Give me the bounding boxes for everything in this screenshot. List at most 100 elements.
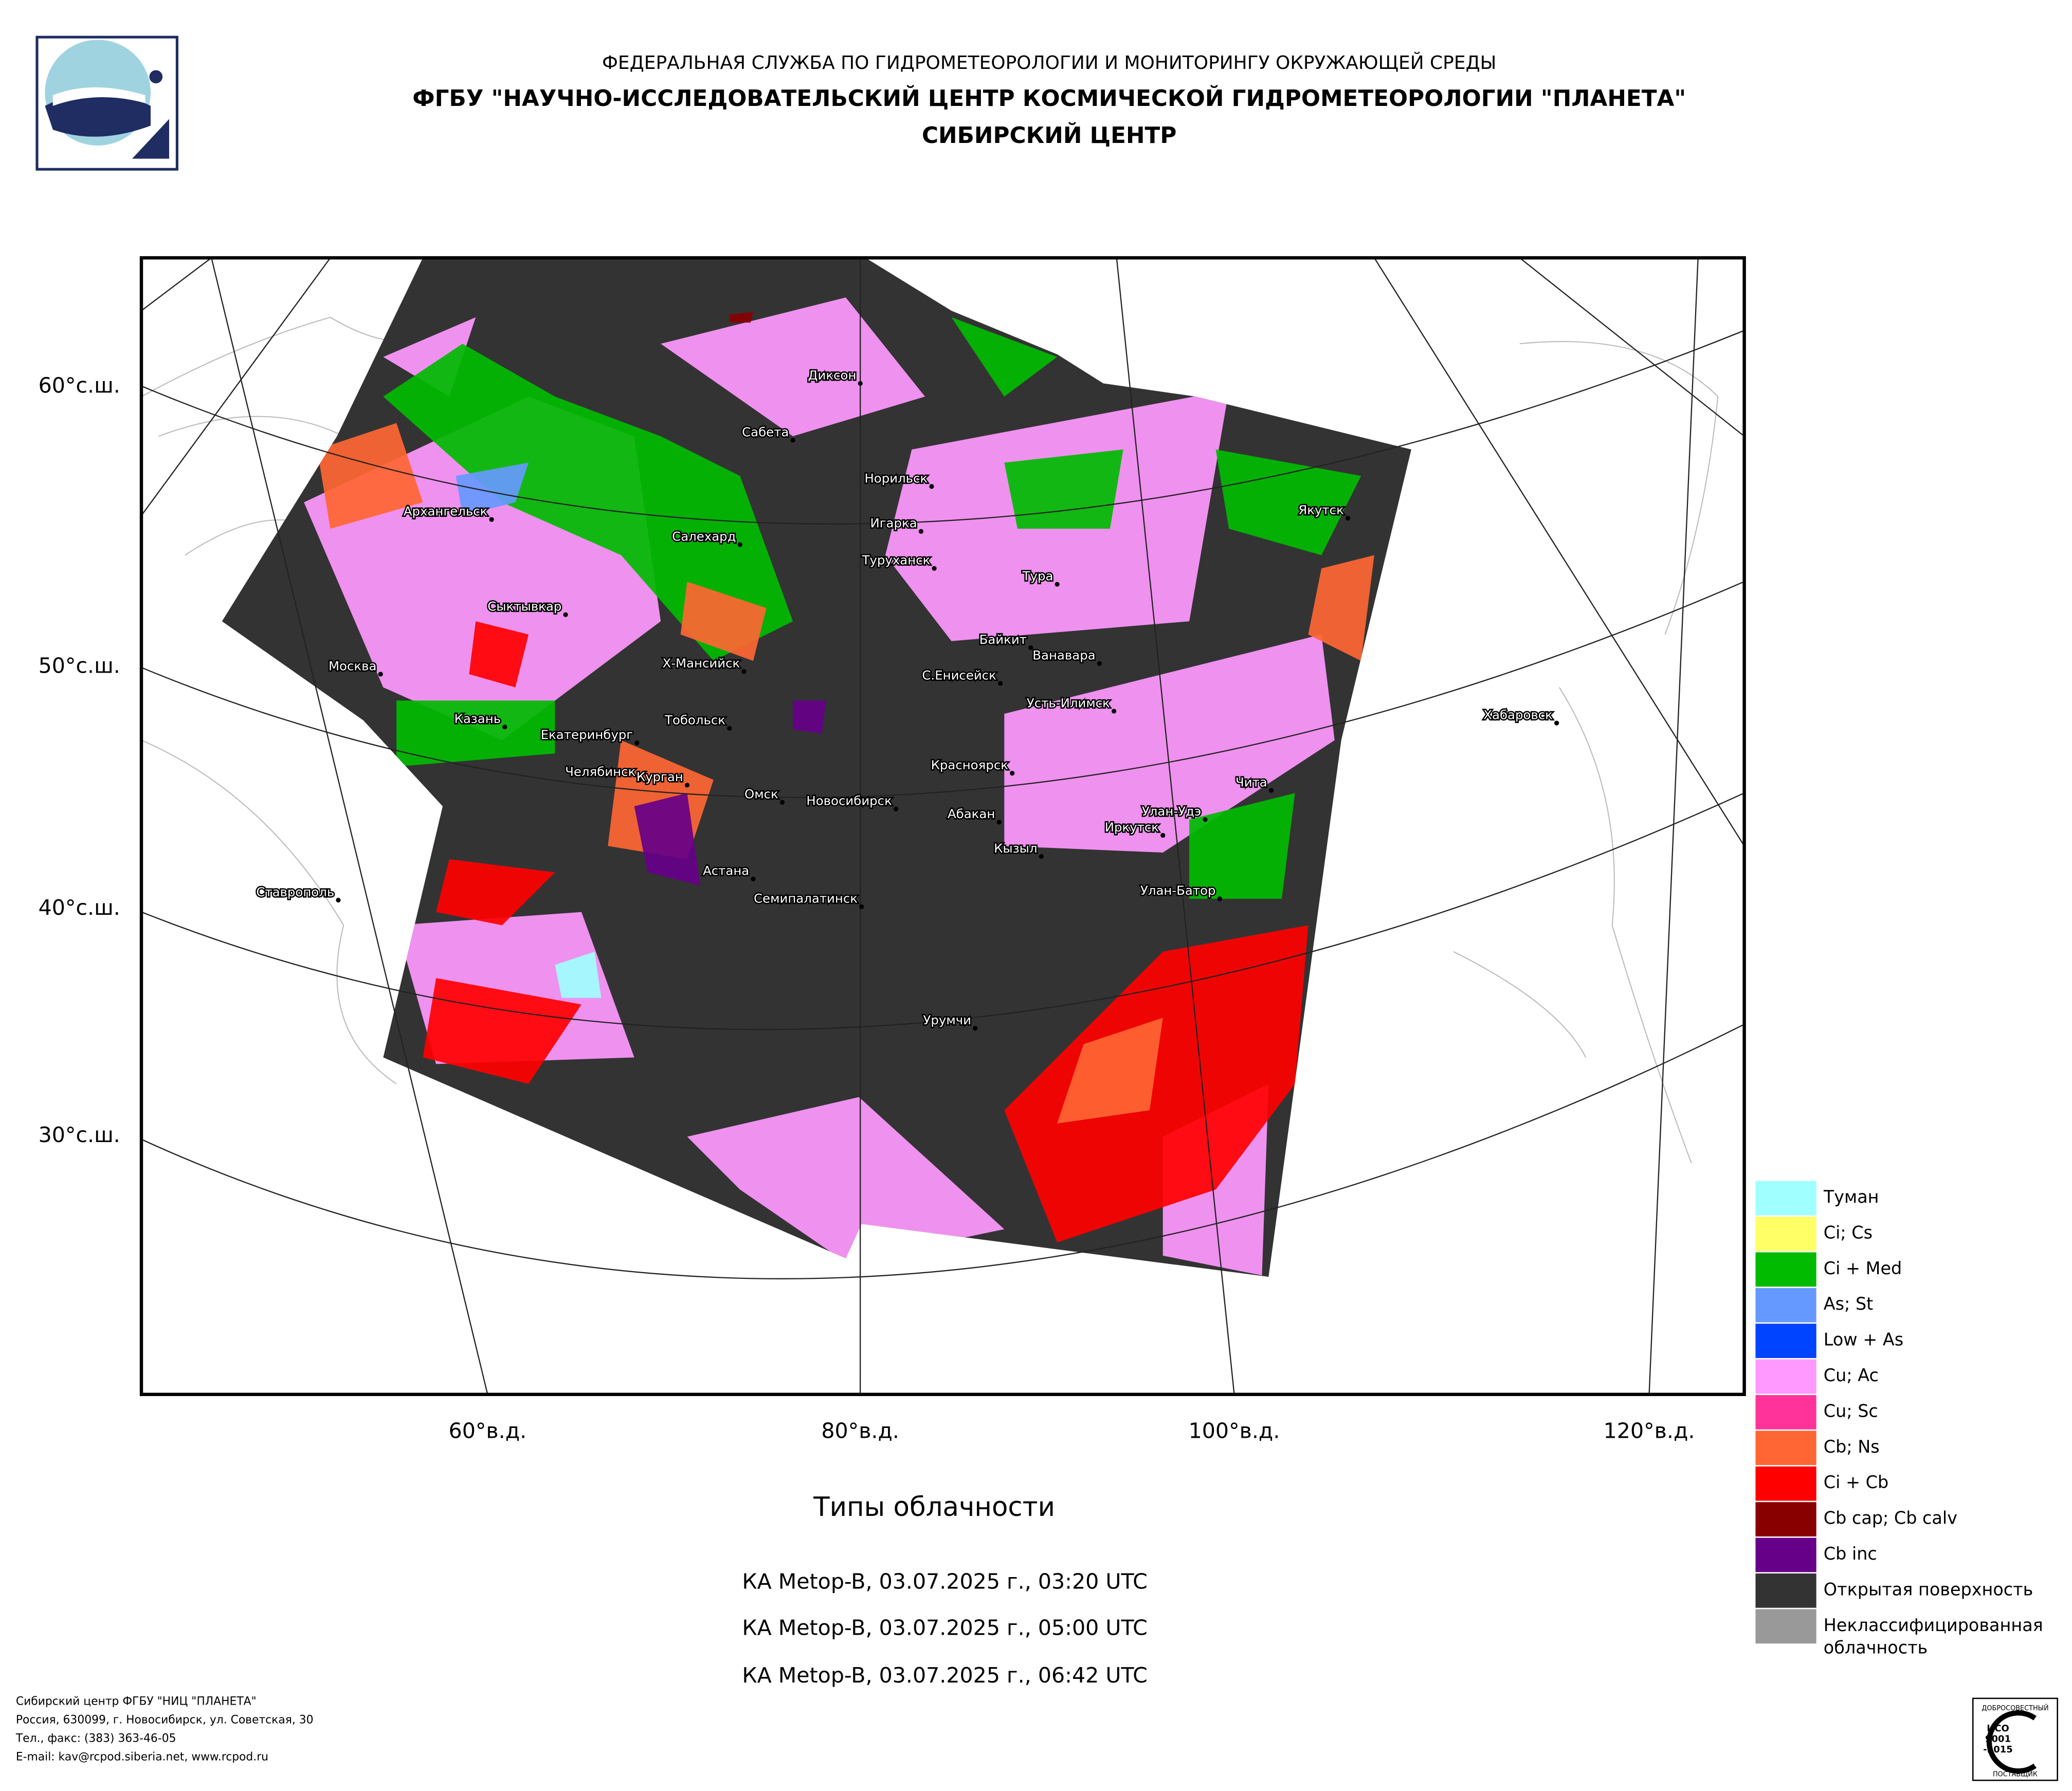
city-label: Туруханск — [862, 553, 931, 568]
city-dot — [489, 517, 494, 522]
lat-label: 30°с.ш. — [39, 1123, 120, 1147]
city-dot — [932, 566, 937, 571]
city-dot — [859, 904, 864, 909]
city-dot — [973, 1026, 978, 1031]
city-dot — [1112, 709, 1117, 714]
footer-line: E-mail: kav@rcpod.siberia.net, www.rcpod… — [16, 1751, 268, 1764]
legend-label-box: Cb inc — [1823, 1545, 1877, 1565]
city-dot — [727, 726, 732, 731]
legend-swatch — [1754, 1607, 1818, 1645]
legend-label: Cu; Sc — [1823, 1402, 1878, 1422]
city-label: Байкит — [979, 632, 1027, 647]
legend: Туман Ci; Cs Ci + Med As; St Low + As Cu; Ac C… — [1754, 1180, 2043, 1659]
city-dot — [1028, 645, 1033, 650]
city-dot — [1345, 516, 1351, 521]
city-label: Норильск — [864, 471, 928, 485]
city-label: Челябинск — [565, 764, 635, 779]
cert-line: 9001 — [1985, 1734, 2011, 1745]
cert-top: ДОБРОСОВЕСТНЫЙ — [1982, 1704, 2048, 1712]
city-dot — [336, 897, 341, 903]
legend-swatch — [1754, 1536, 1818, 1573]
city-dot — [634, 740, 640, 746]
map-frame — [139, 256, 1746, 1396]
legend-label-box: Неклассифицированная облачность — [1823, 1616, 2043, 1659]
city-label: Казань — [455, 711, 501, 726]
legend-label-box: Cb cap; Cb calv — [1824, 1509, 1957, 1529]
city-dot — [918, 529, 924, 534]
lat-label: 50°с.ш. — [39, 653, 120, 678]
city-label: Усть-Илимск — [1027, 695, 1110, 710]
legend-label-box: Cu; Ac — [1823, 1366, 1879, 1387]
legend-label-box: As; St — [1823, 1295, 1874, 1315]
cert-line: ИСО — [1987, 1723, 2009, 1734]
city-dot — [563, 612, 568, 617]
city-dot — [997, 681, 1003, 686]
city-label: Урумчи — [923, 1012, 972, 1027]
pass-info: КА Metop-B, 03.07.2025 г., 05:00 UTC — [742, 1616, 1147, 1640]
cloud-area — [469, 621, 529, 688]
cloud-area — [555, 951, 602, 998]
legend-label: Cu; Ac — [1823, 1366, 1879, 1387]
cloud-areas — [304, 297, 1374, 1276]
cloud-area — [317, 423, 423, 529]
cloud-area — [634, 793, 701, 886]
city-dot — [858, 381, 863, 386]
legend-label-box: Low + As — [1823, 1331, 1904, 1351]
legend-swatch — [1754, 1394, 1818, 1431]
lat-label: 40°с.ш. — [39, 895, 120, 920]
city-dot — [741, 669, 747, 674]
cloud-area — [1189, 793, 1295, 899]
legend-label: Low + As — [1823, 1331, 1904, 1351]
cloud-area — [1004, 449, 1123, 529]
cloud-area — [1215, 449, 1361, 555]
legend-swatch — [1754, 1251, 1818, 1288]
legend-label: Неклассифицированная облачность — [1823, 1616, 2043, 1659]
city-label: Х-Мансийск — [662, 656, 740, 671]
city-label: Салехард — [672, 529, 736, 544]
city-dot — [929, 484, 934, 489]
legend-label: Ci + Cb — [1823, 1473, 1889, 1494]
legend-label-box: Открытая поверхность — [1823, 1581, 2033, 1601]
map-title: Типы облачности — [813, 1492, 1055, 1523]
city-label: Улан-Батор — [1140, 883, 1216, 898]
legend-swatch — [1754, 1500, 1818, 1538]
cities: Диксон Сабета Норильск Игарка Туруханск Тура А… — [255, 366, 1559, 1031]
cloud-area — [661, 297, 925, 437]
city-label: Астана — [703, 863, 749, 878]
city-dot — [684, 783, 690, 788]
city-dot — [790, 438, 795, 443]
pass-info: КА Metop-B, 03.07.2025 г., 03:20 UTC — [742, 1569, 1147, 1594]
city-label: С.Енисейск — [922, 667, 996, 682]
cloud-area — [1004, 634, 1335, 853]
city-dot — [378, 672, 383, 677]
legend-label: Cb inc — [1823, 1545, 1877, 1565]
city-dot — [1268, 788, 1274, 793]
legend-swatch — [1754, 1358, 1818, 1396]
legend-swatch — [1754, 1322, 1818, 1360]
city-label: Ставрополь — [256, 884, 334, 899]
city-dot — [1097, 661, 1102, 666]
city-dot — [996, 820, 1002, 825]
cert-line: -2015 — [1983, 1744, 2013, 1755]
pass-info: КА Metop-B, 03.07.2025 г., 06:42 UTC — [742, 1663, 1147, 1688]
footer-line: Сибирский центр ФГБУ "НИЦ "ПЛАНЕТА" — [16, 1695, 257, 1708]
city-label: Тобольск — [664, 713, 725, 728]
city-label: Сабета — [742, 424, 789, 439]
city-dot — [737, 542, 742, 547]
cloud-area — [680, 582, 767, 661]
city-dot — [751, 876, 756, 881]
cloud-area — [1308, 555, 1374, 661]
cloud-area — [1004, 925, 1308, 1243]
city-dot — [1160, 833, 1166, 838]
legend-swatch — [1754, 1572, 1818, 1609]
legend-label: Ci + Med — [1823, 1259, 1902, 1280]
cert-bottom: ПОСТАВЩИК — [1993, 1771, 2038, 1779]
legend-label: Открытая поверхность — [1823, 1581, 2033, 1601]
coastlines — [141, 316, 1719, 1164]
city-label: Игарка — [870, 516, 917, 531]
footer-line: Россия, 630099, г. Новосибирск, ул. Сове… — [16, 1714, 314, 1727]
city-label: Тура — [1022, 569, 1053, 584]
cloud-area — [423, 978, 581, 1084]
legend-label: As; St — [1823, 1295, 1874, 1315]
